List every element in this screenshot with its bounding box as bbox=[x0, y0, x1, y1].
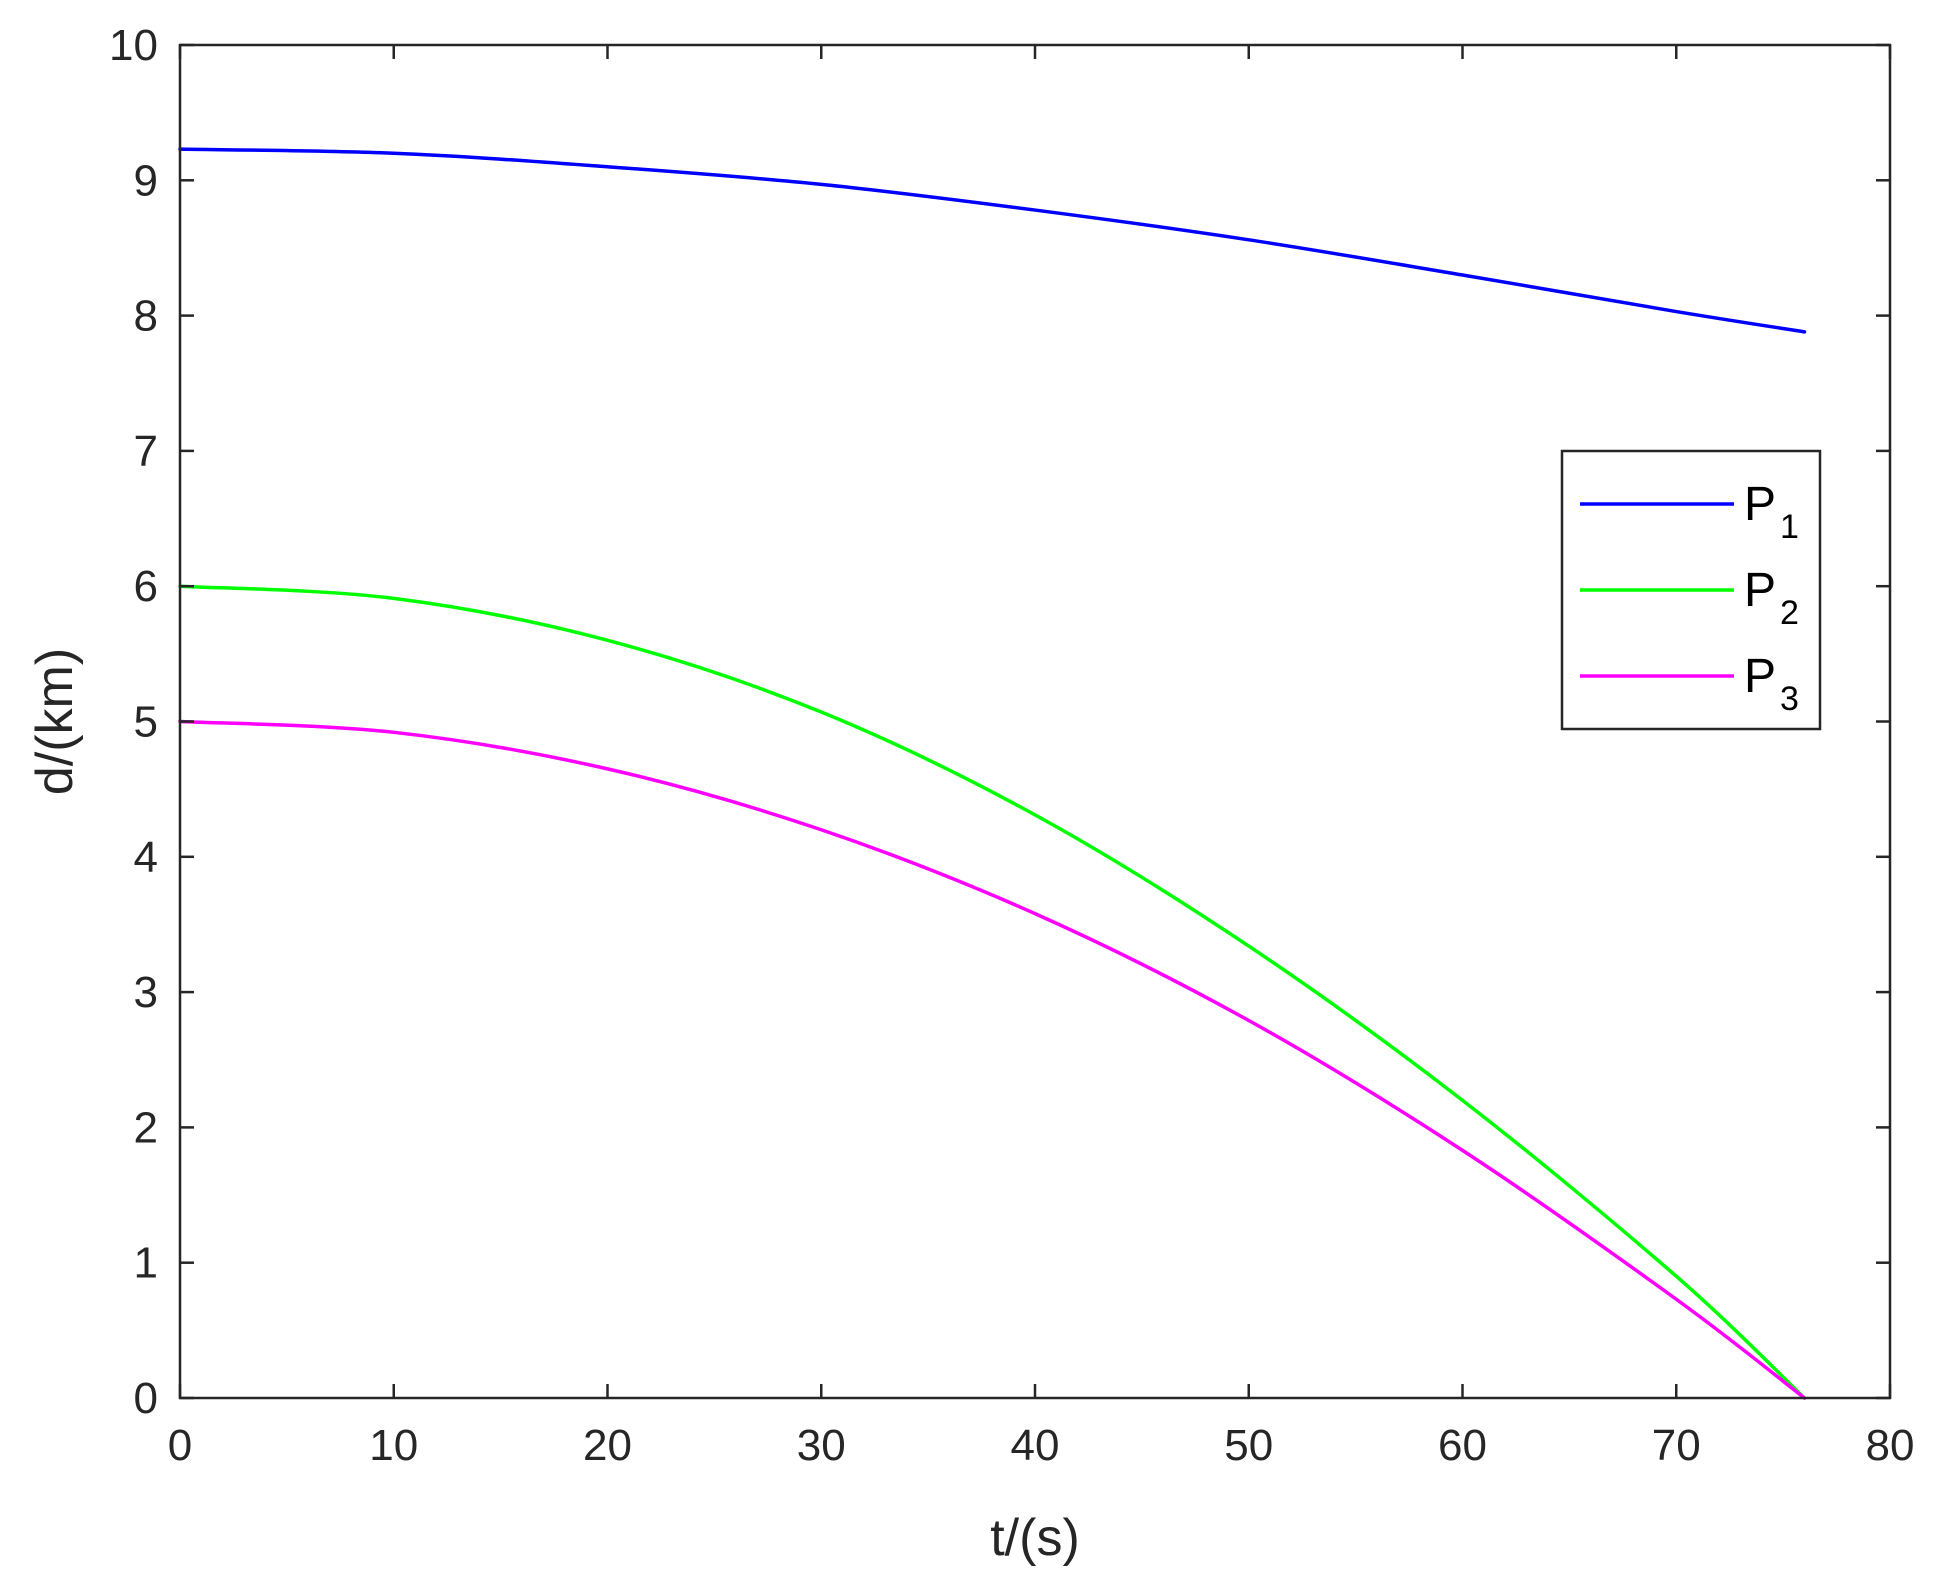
x-tick-label: 40 bbox=[1011, 1421, 1060, 1470]
series-line-p3 bbox=[178, 719, 1807, 1400]
y-tick-label: 8 bbox=[134, 292, 158, 341]
x-tick-label: 60 bbox=[1438, 1421, 1487, 1470]
y-tick-label: 4 bbox=[134, 833, 158, 882]
y-tick-label: 0 bbox=[134, 1374, 158, 1423]
x-tick-label: 80 bbox=[1866, 1421, 1915, 1470]
x-axis-label: t/(s) bbox=[990, 1509, 1080, 1567]
x-tick-label: 30 bbox=[797, 1421, 846, 1470]
x-tick-label: 20 bbox=[583, 1421, 632, 1470]
x-tick-label: 70 bbox=[1652, 1421, 1701, 1470]
series-line-p2 bbox=[178, 584, 1807, 1400]
y-tick-label: 2 bbox=[134, 1103, 158, 1152]
y-tick-label: 1 bbox=[134, 1239, 158, 1288]
y-tick-label: 5 bbox=[134, 698, 158, 747]
series-layer bbox=[178, 147, 1807, 1400]
legend: P 1 P 2 P 3 bbox=[1560, 449, 1822, 731]
x-tick-label: 10 bbox=[369, 1421, 418, 1470]
y-tick-label: 6 bbox=[134, 562, 158, 611]
y-tick-label: 3 bbox=[134, 968, 158, 1017]
y-tick-label: 9 bbox=[134, 156, 158, 205]
ticks-layer: 0 10 20 30 40 50 60 70 80 0 1 2 3 4 5 6 7 8 9 10 bbox=[109, 21, 1914, 1470]
x-tick-label: 0 bbox=[168, 1421, 192, 1470]
y-axis-label: d/(km) bbox=[26, 648, 84, 795]
y-tick-label: 10 bbox=[109, 21, 158, 70]
x-tick-label: 50 bbox=[1224, 1421, 1273, 1470]
series-line-p1 bbox=[178, 147, 1807, 334]
y-tick-label: 7 bbox=[134, 427, 158, 476]
